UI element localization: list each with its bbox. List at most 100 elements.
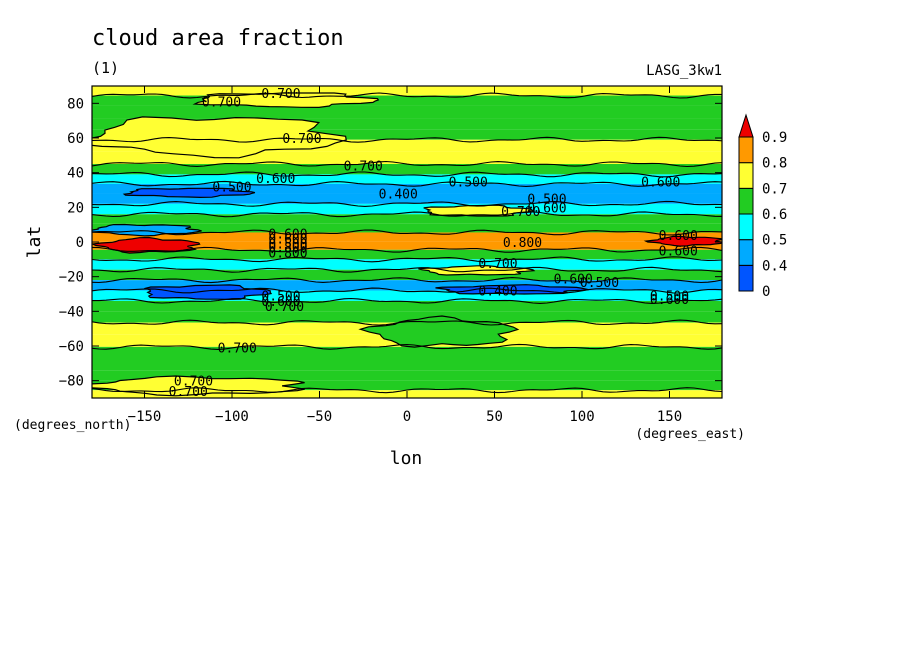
contour-label: 0.700 [174, 375, 213, 390]
lat-band [92, 118, 722, 130]
contour-feature [92, 236, 201, 254]
contour-line [92, 211, 722, 218]
lat-band [92, 95, 722, 106]
colorbar-swatch [738, 239, 754, 266]
x-tick-label: 0 [403, 409, 411, 425]
y-axis: −80 −60 −40 −20 0 20 40 60 80 [59, 96, 722, 390]
y-tick-label: 20 [67, 200, 84, 216]
lat-band [92, 346, 722, 359]
contour-line [92, 287, 722, 294]
colorbar-label: 0 [762, 284, 770, 300]
lat-band [92, 203, 722, 215]
x-tick-label: −50 [307, 409, 332, 425]
contour-label: 0.500 [527, 193, 566, 208]
contour-line [92, 200, 722, 207]
contour-line [92, 277, 722, 284]
colorbar: 0 0.4 0.5 0.6 0.7 0.8 0.9 [738, 113, 787, 300]
x-tick-label: −100 [215, 409, 249, 425]
x-axis-label: lon [390, 448, 423, 469]
contour-line [92, 160, 722, 168]
colorbar-label: 0.6 [762, 207, 787, 223]
contour-label: 0.800 [268, 241, 307, 256]
contour-label: 0.500 [212, 181, 251, 196]
lat-band [92, 370, 722, 381]
y-tick-label: −80 [59, 374, 84, 390]
y-tick-label: 80 [67, 96, 84, 112]
contour-label: 0.600 [256, 172, 295, 187]
contour-line [92, 180, 722, 187]
lat-band [92, 105, 722, 119]
y-tick-label: 60 [67, 131, 84, 147]
contour-label: 0.700 [282, 132, 321, 147]
y-tick-label: −40 [59, 304, 84, 320]
contour-line [92, 319, 722, 326]
y-tick-label: −60 [59, 339, 84, 355]
lat-band [92, 164, 722, 175]
contour-label: 0.500 [650, 290, 689, 305]
contour-label: 0.600 [268, 227, 307, 242]
colorbar-label: 0.7 [762, 181, 787, 197]
y-tick-label: 0 [76, 235, 84, 251]
x-axis: −150 −100 −50 0 50 100 150 [128, 86, 682, 425]
contour-label: 0.600 [268, 233, 307, 248]
contour-line [92, 256, 722, 263]
x-tick-label: 50 [486, 409, 503, 425]
contour-line [92, 297, 722, 304]
lat-band [92, 249, 722, 260]
lat-band [92, 259, 722, 270]
contour-label: 0.600 [261, 295, 300, 310]
contour-line [92, 266, 722, 273]
contour-label: 0.500 [261, 290, 300, 305]
colorbar-swatch [738, 136, 754, 164]
contour-label: 0.700 [478, 257, 517, 272]
lat-band [92, 174, 722, 184]
x-units-label: (degrees_east) [635, 427, 745, 442]
contour-label: 0.700 [218, 342, 257, 357]
contour-label: 0.700 [169, 385, 208, 400]
colorbar-label: 0.8 [762, 156, 787, 172]
colorbar-swatch [738, 162, 754, 189]
contour-line [92, 136, 722, 143]
x-tick-label: 150 [657, 409, 682, 425]
contour-label: 0.700 [501, 205, 540, 220]
contour-features [92, 92, 722, 397]
colorbar-label: 0.9 [762, 130, 787, 146]
x-tick-label: 100 [569, 409, 594, 425]
model-label: LASG_3kw1 [646, 63, 722, 79]
lat-band [92, 223, 722, 233]
lat-band [92, 232, 722, 242]
y-units-label: (degrees_north) [14, 418, 131, 433]
lat-band [92, 241, 722, 250]
x-tick-label: −150 [128, 409, 162, 425]
contour-label: 0.500 [449, 175, 488, 190]
contour-feature [92, 116, 347, 159]
contour-feature [122, 187, 256, 199]
colorbar-label: 0.5 [762, 233, 787, 249]
colorbar-swatch [738, 187, 754, 215]
contour-label: 0.800 [503, 236, 542, 251]
lat-band [92, 380, 722, 391]
contour-line [92, 92, 722, 99]
contour-label: 0.400 [478, 285, 517, 300]
colorbar-swatch [738, 213, 754, 241]
contour-lines [92, 92, 722, 394]
contour-label: 0.600 [641, 175, 680, 190]
lat-band [92, 193, 722, 204]
contour-feature [423, 204, 534, 217]
contour-label: 0.500 [580, 276, 619, 291]
lat-band [92, 269, 722, 281]
lat-band [92, 311, 722, 323]
contour-label: 0.700 [265, 300, 304, 315]
chart-subtitle: (1) [92, 59, 119, 77]
contour-label: 0.600 [650, 293, 689, 308]
contour-label: 0.600 [659, 245, 698, 260]
lat-band [92, 290, 722, 301]
contour-label: 0.600 [659, 229, 698, 244]
contour-line [92, 171, 722, 178]
chart-title: cloud area fraction [92, 26, 344, 51]
y-tick-label: 40 [67, 166, 84, 182]
contour-label: 0.700 [344, 160, 383, 175]
